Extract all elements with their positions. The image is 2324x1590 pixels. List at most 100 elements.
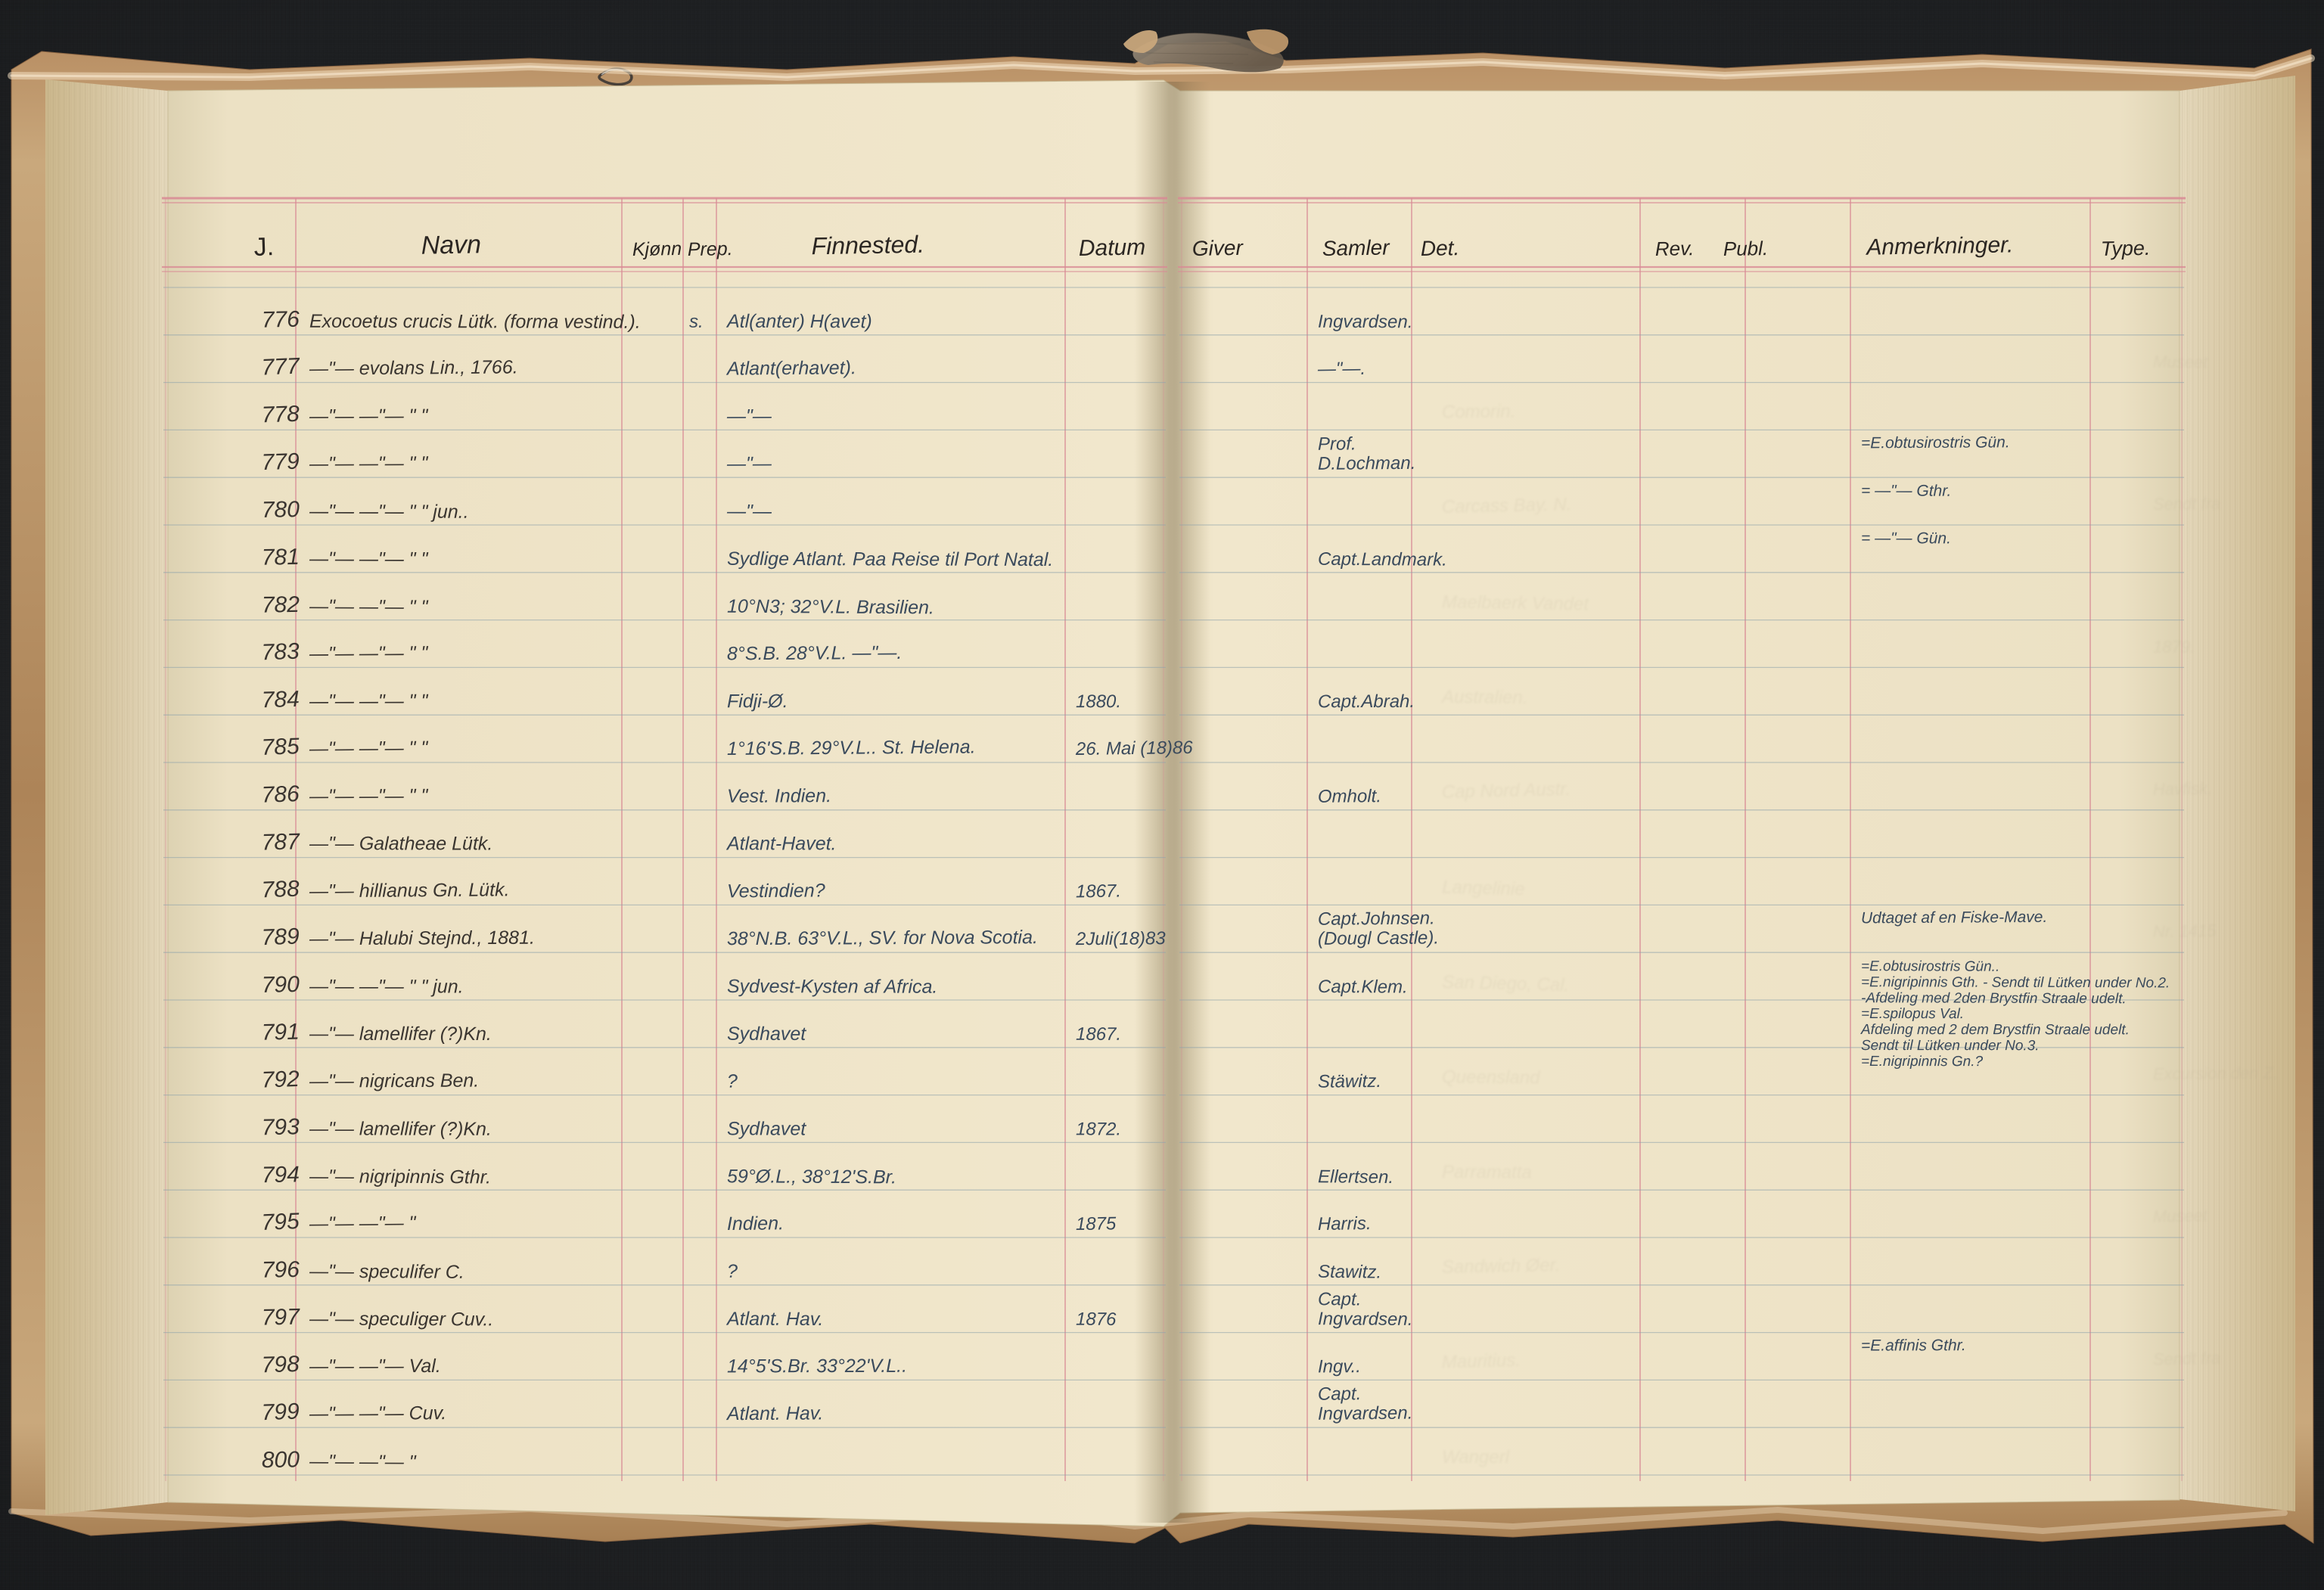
svg-text:Ingvardsen.: Ingvardsen. xyxy=(1318,1309,1413,1330)
svg-text:—"— —"— " ": —"— —"— " " xyxy=(309,691,428,712)
svg-text:D.Lochman.: D.Lochman. xyxy=(1318,453,1416,474)
svg-text:—"— —"— ": —"— —"— " xyxy=(309,1213,417,1234)
svg-text:Ingvardsen.: Ingvardsen. xyxy=(1318,312,1413,332)
svg-text:Ingv..: Ingv.. xyxy=(1318,1356,1361,1377)
svg-text:—"— —"— " ": —"— —"— " " xyxy=(309,785,429,807)
svg-text:Capt.: Capt. xyxy=(1318,1383,1362,1405)
svg-text:789: 789 xyxy=(261,924,300,950)
svg-text:Stawitz.: Stawitz. xyxy=(1318,1262,1381,1283)
svg-text:—"—: —"— xyxy=(726,453,772,474)
svg-text:—"—: —"— xyxy=(726,405,772,427)
svg-text:—"— —"— " ": —"— —"— " " xyxy=(309,738,429,759)
svg-text:—"— —"— ": —"— —"— " xyxy=(309,1451,417,1473)
svg-text:781: 781 xyxy=(261,545,300,570)
svg-text:1°16'S.B. 29°V.L.. St. Helena.: 1°16'S.B. 29°V.L.. St. Helena. xyxy=(727,736,976,759)
svg-text:—"— lamellifer (?)Kn.: —"— lamellifer (?)Kn. xyxy=(309,1023,492,1045)
svg-text:Capt.Landmark.: Capt.Landmark. xyxy=(1318,549,1447,570)
svg-text:—"— —"— " ": —"— —"— " " xyxy=(309,548,429,570)
svg-text:—"— —"— " " jun.: —"— —"— " " jun. xyxy=(309,976,464,998)
svg-text:791: 791 xyxy=(261,1020,300,1045)
svg-text:Exocoetus crucis Lütk. (forma: Exocoetus crucis Lütk. (forma vestind.). xyxy=(309,311,641,333)
svg-text:792: 792 xyxy=(261,1067,300,1093)
svg-text:799: 799 xyxy=(261,1399,300,1425)
svg-text:Indien.: Indien. xyxy=(727,1213,784,1234)
svg-text:793: 793 xyxy=(261,1114,300,1140)
svg-text:26. Mai (18)86: 26. Mai (18)86 xyxy=(1075,738,1194,759)
svg-text:=E.nigripinnis Gn.?: =E.nigripinnis Gn.? xyxy=(1861,1054,1984,1070)
svg-text:1867.: 1867. xyxy=(1076,881,1121,902)
svg-text:Stäwitz.: Stäwitz. xyxy=(1318,1071,1381,1092)
svg-text:800: 800 xyxy=(262,1447,300,1473)
svg-text:s.: s. xyxy=(689,312,704,332)
svg-text:—"— nigripinnis Gthr.: —"— nigripinnis Gthr. xyxy=(309,1166,491,1188)
svg-text:Fidji-Ø.: Fidji-Ø. xyxy=(727,691,788,712)
svg-text:?: ? xyxy=(727,1261,738,1282)
svg-text:1872.: 1872. xyxy=(1076,1119,1121,1139)
svg-text:Sydvest-Kysten af Africa.: Sydvest-Kysten af Africa. xyxy=(727,976,937,998)
svg-text:—"— —"— " ": —"— —"— " " xyxy=(309,452,429,474)
svg-text:—"— evolans Lin., 1766.: —"— evolans Lin., 1766. xyxy=(309,356,518,379)
svg-text:1876: 1876 xyxy=(1076,1309,1117,1330)
svg-text:Harris.: Harris. xyxy=(1318,1213,1372,1234)
svg-text:1867.: 1867. xyxy=(1076,1024,1121,1045)
svg-text:798: 798 xyxy=(261,1352,300,1378)
svg-text:797: 797 xyxy=(261,1305,300,1331)
svg-text:776: 776 xyxy=(261,307,300,333)
svg-text:14°5'S.Br. 33°22'V.L..: 14°5'S.Br. 33°22'V.L.. xyxy=(727,1356,907,1377)
svg-text:777: 777 xyxy=(261,354,301,380)
svg-text:Ingvardsen.: Ingvardsen. xyxy=(1318,1403,1413,1424)
svg-text:Vestindien?: Vestindien? xyxy=(727,880,825,902)
svg-text:—"—: —"— xyxy=(726,501,772,522)
svg-text:—"— —"— " ": —"— —"— " " xyxy=(309,405,429,427)
svg-text:—"— —"— Val.: —"— —"— Val. xyxy=(309,1356,441,1377)
svg-text:—"— hillianus Gn. Lütk.: —"— hillianus Gn. Lütk. xyxy=(309,879,510,902)
svg-text:38°N.B. 63°V.L., SV. for Nova: 38°N.B. 63°V.L., SV. for Nova Scotia. xyxy=(727,927,1038,949)
svg-text:Omholt.: Omholt. xyxy=(1318,786,1381,807)
svg-text:778: 778 xyxy=(261,402,300,428)
svg-text:1875: 1875 xyxy=(1076,1213,1117,1234)
svg-text:—"— —"— Cuv.: —"— —"— Cuv. xyxy=(309,1402,446,1424)
svg-text:784: 784 xyxy=(261,687,300,713)
svg-text:—"— nigricans Ben.: —"— nigricans Ben. xyxy=(309,1070,479,1092)
svg-text:Sendt til Lütken under No.3.: Sendt til Lütken under No.3. xyxy=(1861,1038,2040,1054)
svg-text:—"—.: —"—. xyxy=(1317,359,1366,380)
svg-text:—"— speculifer C.: —"— speculifer C. xyxy=(309,1261,464,1283)
svg-text:796: 796 xyxy=(262,1257,300,1283)
svg-text:Ellertsen.: Ellertsen. xyxy=(1318,1166,1393,1188)
svg-text:?: ? xyxy=(727,1071,738,1092)
svg-text:—"— Halubi Stejnd., 1881.: —"— Halubi Stejnd., 1881. xyxy=(309,927,535,950)
svg-text:= —"— Gün.: = —"— Gün. xyxy=(1861,529,1951,547)
svg-text:782: 782 xyxy=(262,592,300,618)
svg-text:Capt.: Capt. xyxy=(1318,1289,1362,1309)
svg-text:794: 794 xyxy=(262,1162,300,1188)
svg-text:=E.obtusirostris Gün.: =E.obtusirostris Gün. xyxy=(1861,433,2010,452)
svg-text:Atl(anter) H(avet): Atl(anter) H(avet) xyxy=(725,311,872,332)
svg-text:Capt.Klem.: Capt.Klem. xyxy=(1318,977,1408,997)
svg-text:—"— —"— " " jun..: —"— —"— " " jun.. xyxy=(309,501,469,523)
svg-text:= —"— Gthr.: = —"— Gthr. xyxy=(1861,482,1951,500)
svg-text:=E.affinis Gthr.: =E.affinis Gthr. xyxy=(1861,1337,1966,1354)
svg-text:786: 786 xyxy=(261,781,300,808)
svg-text:787: 787 xyxy=(261,829,300,855)
svg-text:—"— lamellifer (?)Kn.: —"— lamellifer (?)Kn. xyxy=(309,1118,492,1139)
svg-text:Capt.Abrah.: Capt.Abrah. xyxy=(1318,691,1415,712)
svg-text:785: 785 xyxy=(261,734,300,760)
svg-text:783: 783 xyxy=(261,639,300,666)
svg-text:780: 780 xyxy=(261,497,300,523)
svg-text:-Afdeling med 2den Brystfin St: -Afdeling med 2den Brystfin Straale udel… xyxy=(1861,990,2127,1007)
svg-text:2Juli(18)83: 2Juli(18)83 xyxy=(1075,928,1167,949)
svg-text:779: 779 xyxy=(261,449,300,476)
svg-text:795: 795 xyxy=(261,1209,300,1235)
svg-text:=E.nigripinnis Gth. - Sendt ti: =E.nigripinnis Gth. - Sendt til Lütken u… xyxy=(1861,974,2170,991)
svg-text:8°S.B. 28°V.L. —"—.: 8°S.B. 28°V.L. —"—. xyxy=(727,642,902,665)
svg-text:Sydlige Atlant. Paa Reise til: Sydlige Atlant. Paa Reise til Port Natal… xyxy=(727,548,1053,570)
svg-text:Sydhavet: Sydhavet xyxy=(727,1118,806,1139)
svg-text:790: 790 xyxy=(261,972,300,998)
svg-text:Atlant-Havet.: Atlant-Havet. xyxy=(725,834,837,855)
svg-text:Atlant(erhavet).: Atlant(erhavet). xyxy=(725,357,856,379)
svg-text:—"— speculiger Cuv..: —"— speculiger Cuv.. xyxy=(309,1309,493,1331)
svg-text:(Dougl Castle).: (Dougl Castle). xyxy=(1318,927,1439,949)
svg-text:Capt.Johnsen.: Capt.Johnsen. xyxy=(1318,908,1435,929)
svg-text:—"— —"— " ": —"— —"— " " xyxy=(309,596,429,618)
svg-text:Udtaget af en Fiske-Mave.: Udtaget af en Fiske-Mave. xyxy=(1861,908,2047,927)
